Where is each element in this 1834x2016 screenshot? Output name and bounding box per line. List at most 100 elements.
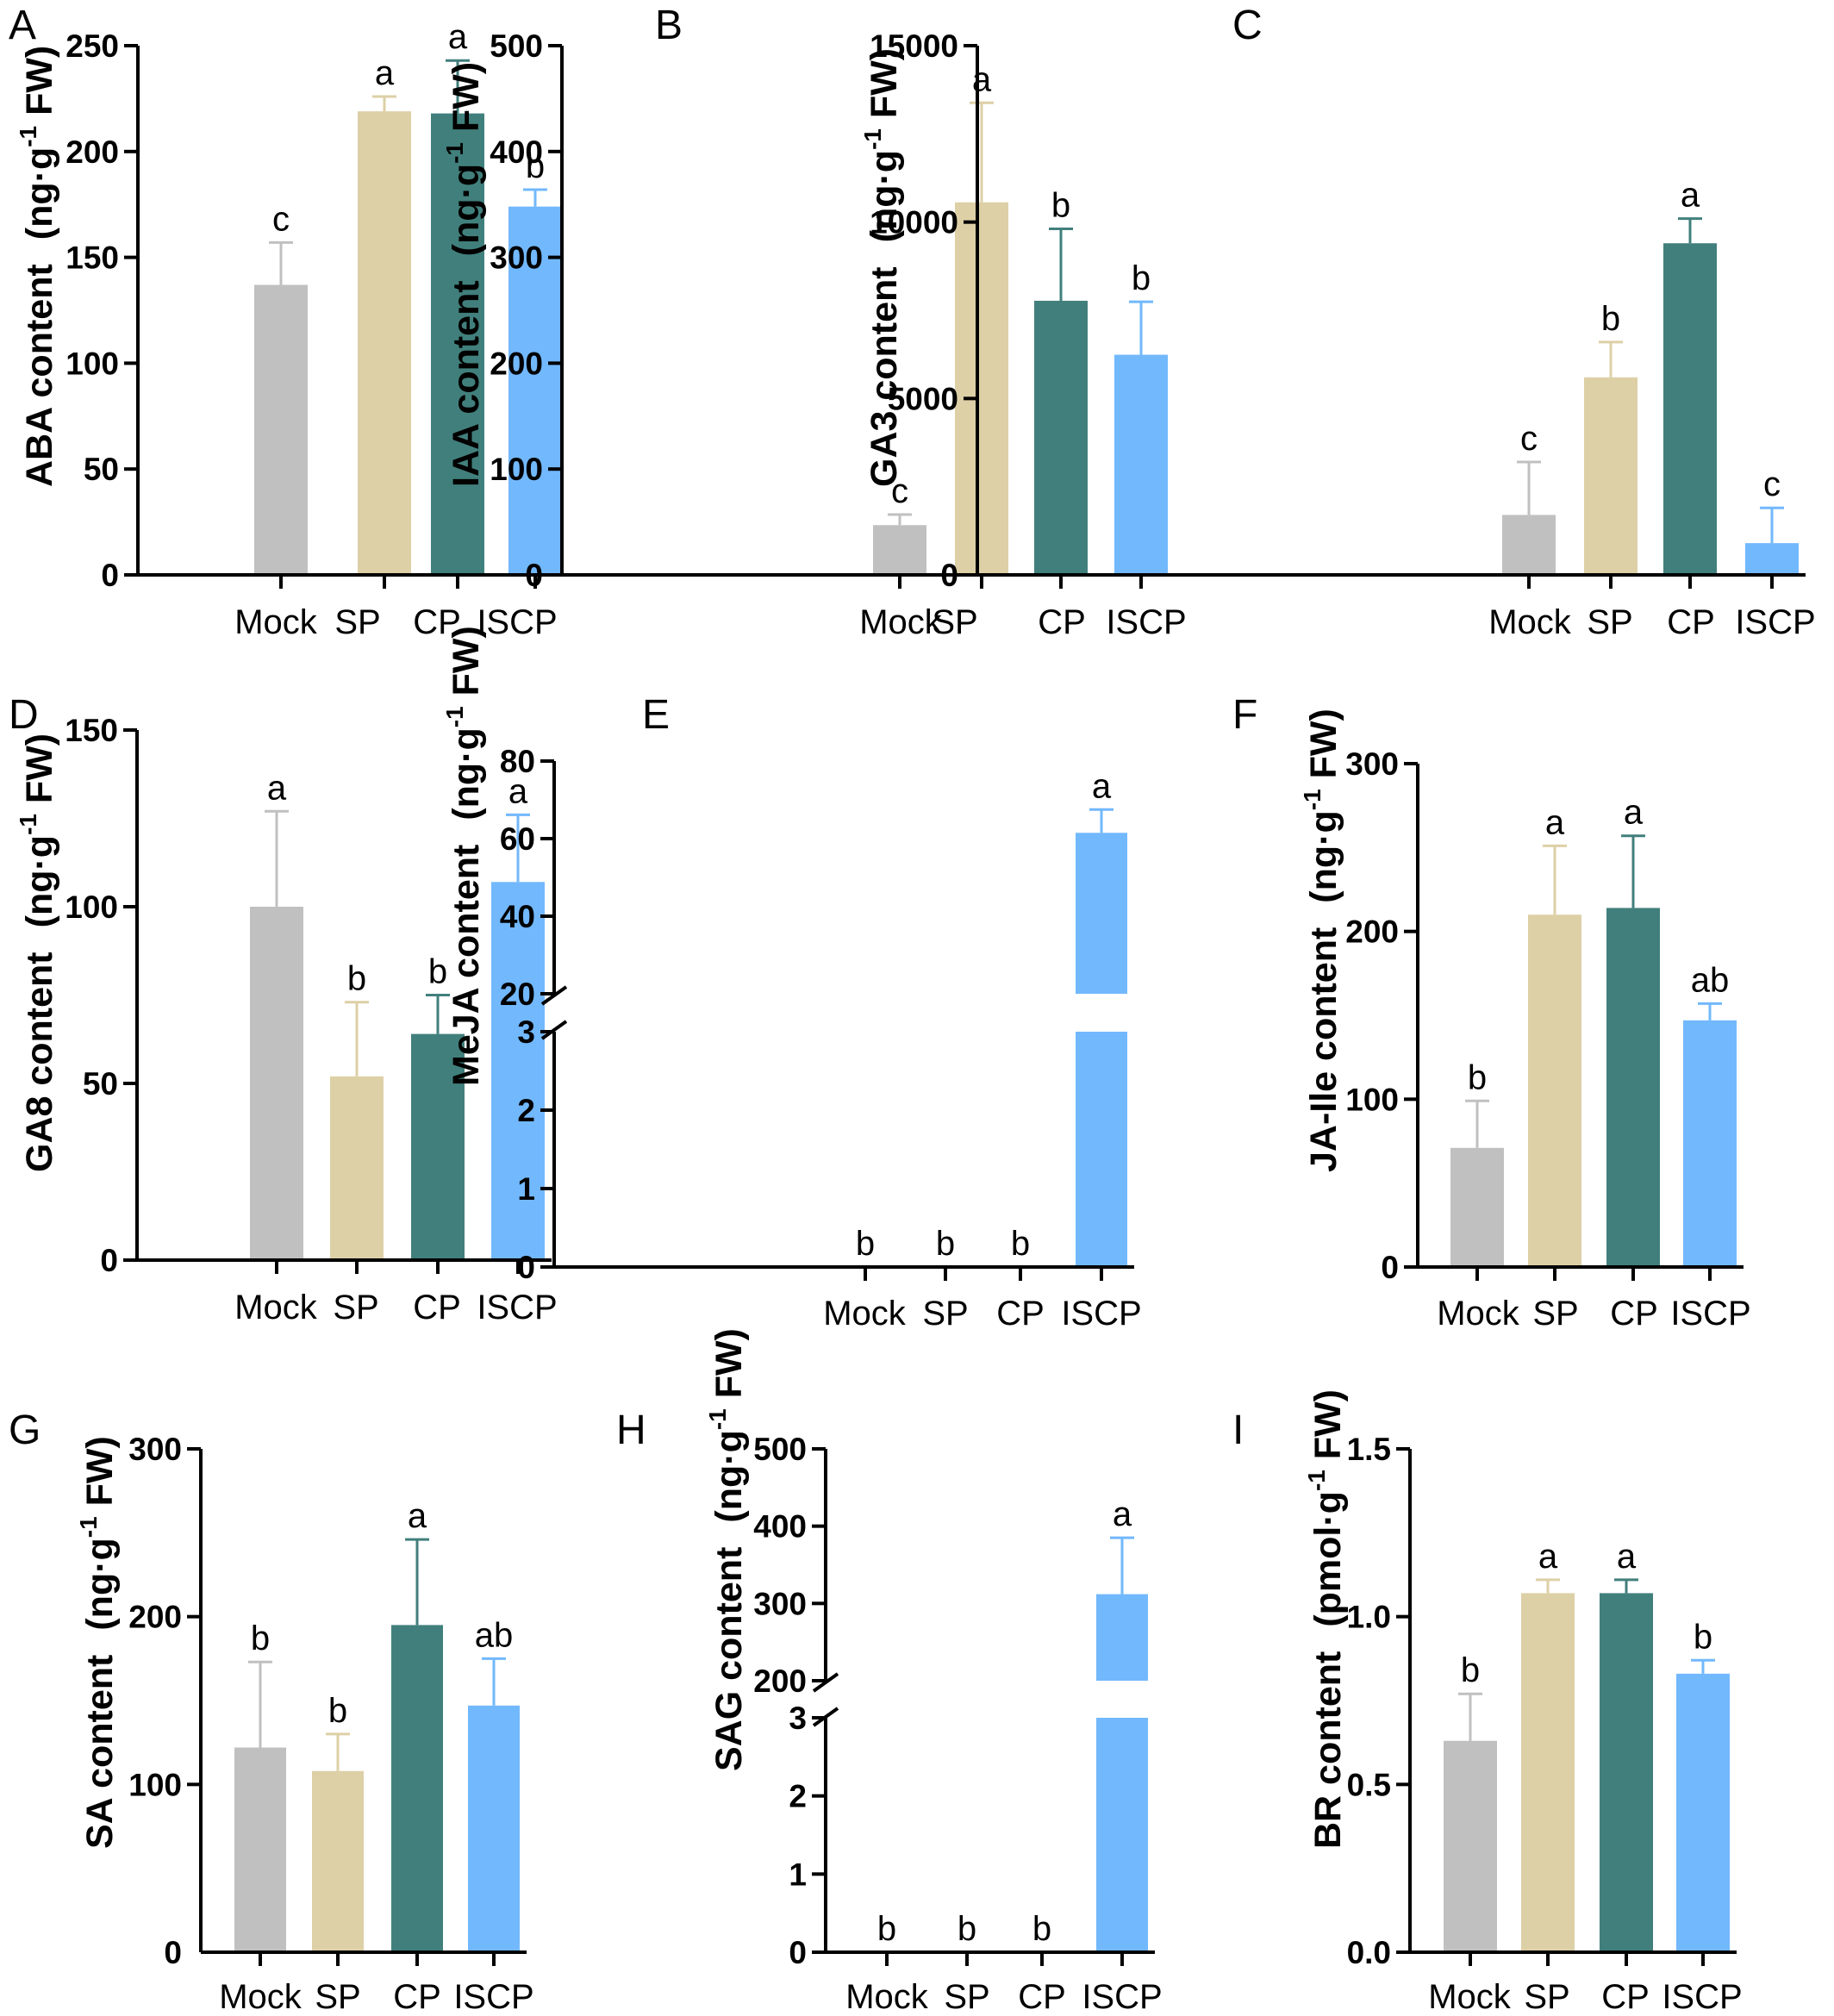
significance-label: b: [856, 1225, 875, 1263]
y-tick-label: 3: [517, 1014, 535, 1050]
bar-cp: [431, 113, 484, 576]
y-axis-label-main: JA-Ile content: [1303, 927, 1344, 1172]
bar-iscp-upper: [1096, 1594, 1148, 1681]
x-category-label: SP: [1524, 1978, 1569, 2016]
y-axis-label-main: ABA content: [19, 264, 60, 487]
y-axis-label-unit: (ng·g: [19, 147, 60, 240]
y-tick-label: 2: [789, 1779, 807, 1814]
significance-label: a: [267, 769, 287, 807]
y-axis-label-unit: (ng·g: [446, 164, 487, 256]
y-axis-label-superscript: -1: [1299, 789, 1326, 810]
y-tick-label: 0: [789, 1935, 807, 1970]
x-category-label: SP: [932, 603, 977, 641]
y-axis-label-superscript: -1: [441, 706, 468, 727]
x-category-label: Mock: [1428, 1978, 1512, 2016]
significance-label: b: [936, 1225, 955, 1263]
y-axis-label-unit: FW): [446, 62, 487, 142]
x-category-label: CP: [1601, 1978, 1650, 2016]
y-axis-label: SA content (ng·g-1 FW): [75, 1436, 121, 1849]
panel-e: Eb b b a 0 1 2 320 40 60 80 Mock SP CP ISCP MeJA conten…: [441, 626, 1142, 1333]
y-tick-label: 300: [490, 240, 543, 276]
y-axis-label-unit: (ng·g: [864, 150, 905, 242]
y-axis-label-superscript: -1: [75, 1516, 102, 1538]
x-category-label: CP: [413, 1289, 461, 1326]
bar-mock: [234, 1747, 286, 1952]
significance-label: b: [1694, 1618, 1712, 1656]
y-tick-label: 1.5: [1347, 1432, 1391, 1467]
significance-label: b: [428, 953, 447, 991]
panel-letter: F: [1232, 692, 1257, 738]
significance-label: b: [958, 1910, 976, 1948]
panel-a: Ac a a b 0 50 100 150 200 250 Mock SP CP ISCP ABA cont…: [9, 3, 569, 641]
bar-sp: [1521, 1593, 1575, 1952]
bar-cp: [1600, 1593, 1653, 1952]
y-axis-label-superscript: -1: [15, 814, 41, 835]
panel-letter: C: [1232, 3, 1263, 48]
y-tick-label: 50: [84, 452, 119, 487]
y-tick-label: 0: [525, 558, 543, 593]
x-category-label: Mock: [1437, 1295, 1520, 1333]
x-category-label: ISCP: [1670, 1295, 1750, 1333]
panel-letter: D: [9, 692, 39, 738]
bar-cp: [1034, 300, 1088, 575]
x-category-label: Mock: [845, 1978, 929, 2016]
y-axis-label-unit: FW): [864, 48, 905, 128]
bar-iscp: [1114, 354, 1168, 575]
y-axis-label-superscript: -1: [1303, 1470, 1330, 1491]
bar-iscp: [1676, 1673, 1730, 1952]
x-category-label: CP: [1667, 603, 1715, 641]
bar-cp: [411, 1033, 465, 1260]
panel-i: Ib a a b 0.0 0.5 1.0 1.5 Mock SP CP ISCP BR content (…: [1232, 1389, 1743, 2016]
bar-iscp: [468, 1705, 520, 1952]
y-axis-label-main: SA content: [79, 1655, 121, 1849]
significance-label: a: [1617, 1538, 1637, 1576]
y-axis-label: SAG content (ng·g-1 FW): [704, 1328, 750, 1771]
y-axis-label-main: GA8 content: [19, 952, 60, 1172]
x-category-label: Mock: [234, 603, 318, 641]
significance-label: a: [1113, 1495, 1132, 1533]
significance-label: ab: [475, 1616, 514, 1654]
panel-letter: G: [9, 1407, 41, 1453]
x-category-label: ISCP: [453, 1978, 533, 2016]
x-category-label: SP: [944, 1978, 989, 2016]
y-axis-label-unit: (ng·g: [79, 1538, 121, 1630]
bar-sp: [358, 111, 411, 576]
y-axis-label-unit: (ng·g: [708, 1430, 750, 1522]
y-axis-label: IAA content (ng·g-1 FW): [441, 62, 487, 487]
y-tick-label: 20: [500, 977, 535, 1012]
y-tick-label: 100: [490, 452, 543, 487]
x-category-label: ISCP: [477, 603, 557, 641]
y-axis-label-unit: (ng·g: [446, 727, 487, 820]
panel-d: Da b b a 0 50 100 150 Mock SP CP ISCP GA8 content (ng…: [9, 692, 558, 1326]
bar-iscp: [508, 206, 562, 575]
x-category-label: CP: [413, 603, 461, 641]
x-category-label: ISCP: [1061, 1295, 1141, 1333]
bar-cp: [391, 1625, 443, 1952]
y-tick-label: 0: [940, 558, 958, 593]
y-axis-label: BR content (pmol·g-1 FW): [1303, 1389, 1349, 1849]
bar-iscp-lower: [1076, 1032, 1127, 1267]
significance-label: b: [877, 1910, 896, 1948]
x-category-label: ISCP: [1082, 1978, 1162, 2016]
y-axis-label-unit: FW): [19, 46, 60, 126]
significance-label: a: [448, 18, 468, 56]
bar-iscp-upper: [1076, 833, 1127, 994]
significance-label: a: [1545, 803, 1565, 841]
y-axis-label-unit: (ng·g: [19, 835, 60, 927]
x-category-label: CP: [393, 1978, 441, 2016]
y-axis-label: ABA content (ng·g-1 FW): [15, 46, 60, 487]
bar-iscp: [1683, 1020, 1737, 1267]
y-tick-label: 15000: [870, 28, 958, 64]
x-category-label: CP: [1038, 603, 1086, 641]
y-tick-label: 400: [753, 1509, 807, 1545]
significance-label: ab: [1691, 961, 1730, 999]
y-tick-label: 2: [517, 1093, 535, 1128]
bar-sp: [1584, 377, 1638, 575]
significance-label: a: [408, 1497, 427, 1535]
y-tick-label: 0.0: [1347, 1935, 1391, 1970]
y-axis-label-superscript: -1: [859, 128, 886, 150]
